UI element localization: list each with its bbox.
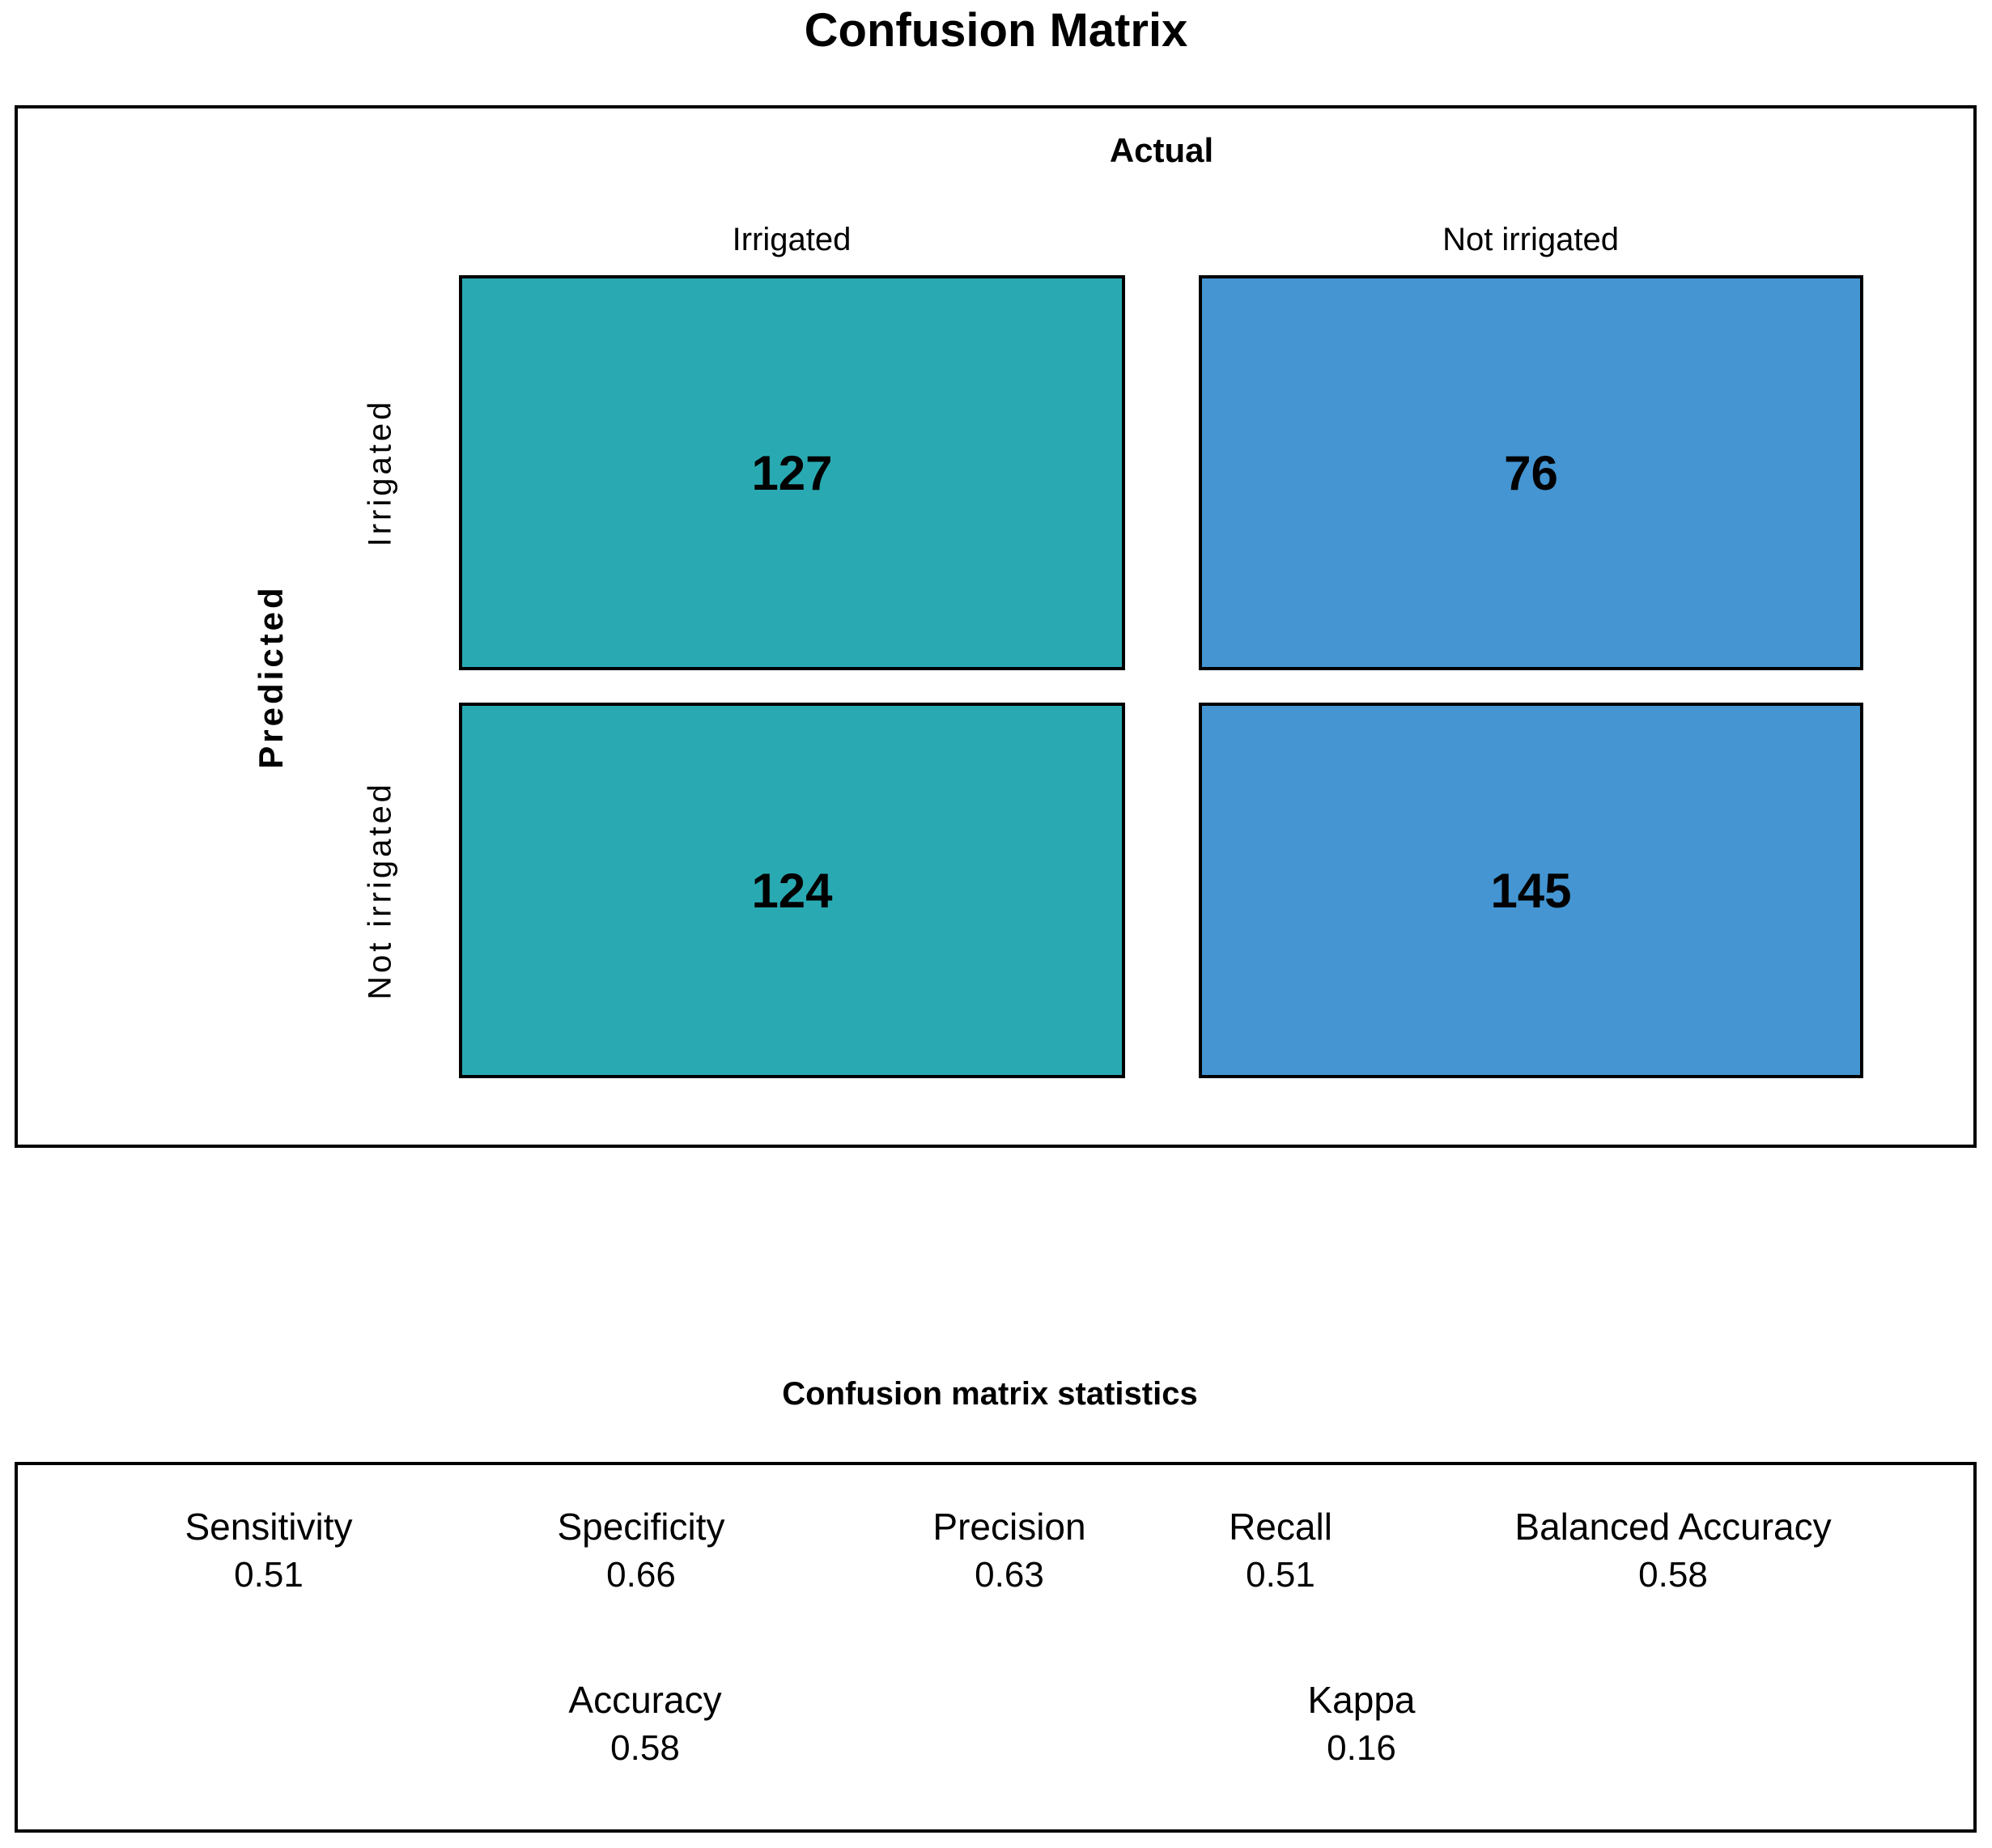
cell-predicted-not-irrigated-actual-not-irrigated: 145 xyxy=(1199,703,1863,1078)
page-title: Confusion Matrix xyxy=(804,4,1188,57)
stat-precision: Precision 0.63 xyxy=(932,1504,1085,1596)
stat-label: Recall xyxy=(1229,1506,1332,1548)
stat-label: Balanced Accuracy xyxy=(1514,1506,1832,1548)
stat-label: Precision xyxy=(932,1506,1086,1548)
cell-predicted-irrigated-actual-not-irrigated: 76 xyxy=(1199,275,1863,670)
row-label-not-irrigated: Not irrigated xyxy=(362,781,398,1000)
stat-value: 0.16 xyxy=(1327,1728,1396,1768)
stat-recall: Recall 0.51 xyxy=(1229,1504,1332,1596)
stat-label: Sensitivity xyxy=(185,1506,353,1548)
cell-value-false-positive: 76 xyxy=(1504,445,1558,500)
stat-label: Accuracy xyxy=(568,1679,722,1721)
stat-value: 0.58 xyxy=(1638,1555,1708,1595)
y-axis-title: Predicted xyxy=(252,584,290,769)
stats-panel: Sensitivity 0.51 Specificity 0.66 Precis… xyxy=(15,1462,1977,1833)
stat-value: 0.66 xyxy=(606,1555,676,1595)
stat-label: Specificity xyxy=(557,1506,725,1548)
cell-predicted-irrigated-actual-irrigated: 127 xyxy=(459,275,1125,670)
x-axis-title: Actual xyxy=(1109,131,1214,169)
column-label-irrigated: Irrigated xyxy=(732,222,852,257)
stats-title: Confusion matrix statistics xyxy=(782,1376,1198,1412)
cell-predicted-not-irrigated-actual-irrigated: 124 xyxy=(459,703,1125,1078)
confusion-matrix-panel: Actual Irrigated Not irrigated Predicted… xyxy=(15,105,1977,1148)
stat-value: 0.63 xyxy=(975,1555,1044,1595)
stat-specificity: Specificity 0.66 xyxy=(557,1504,724,1596)
stat-balanced-accuracy: Balanced Accuracy 0.58 xyxy=(1514,1504,1831,1596)
cell-value-false-negative: 124 xyxy=(751,863,833,918)
row-label-irrigated: Irrigated xyxy=(362,398,398,547)
cell-value-true-positive: 127 xyxy=(751,445,833,500)
stat-accuracy: Accuracy 0.58 xyxy=(568,1677,721,1769)
stat-sensitivity: Sensitivity 0.51 xyxy=(185,1504,352,1596)
cell-value-true-negative: 145 xyxy=(1490,863,1572,918)
column-label-not-irrigated: Not irrigated xyxy=(1442,222,1619,257)
stat-value: 0.58 xyxy=(610,1728,680,1768)
stat-value: 0.51 xyxy=(1246,1555,1315,1595)
stat-value: 0.51 xyxy=(234,1555,304,1595)
stat-kappa: Kappa 0.16 xyxy=(1307,1677,1415,1769)
stat-label: Kappa xyxy=(1307,1679,1416,1721)
